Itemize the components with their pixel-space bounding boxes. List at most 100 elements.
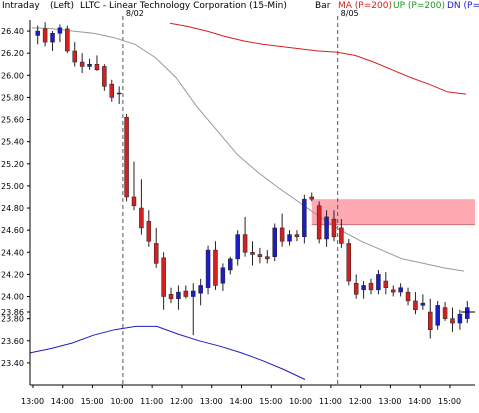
candle <box>190 283 196 336</box>
y-tick-label: 24.20 <box>1 270 24 279</box>
x-tick-label: 15:00 <box>259 397 282 406</box>
candle-body <box>316 205 322 240</box>
x-tick-label: 12:00 <box>349 397 372 406</box>
mode-label: Intraday <box>2 1 40 11</box>
candle <box>35 25 40 45</box>
candle <box>405 287 411 306</box>
candle <box>102 64 107 91</box>
candle-body <box>435 305 440 326</box>
candle <box>153 227 159 268</box>
x-tick-label: 15:00 <box>81 397 104 406</box>
upper-band-line <box>169 22 467 95</box>
candle-body <box>168 294 174 299</box>
candle-body <box>183 290 189 297</box>
candle <box>220 263 226 291</box>
candle <box>124 114 129 202</box>
candle-body <box>131 196 137 207</box>
chart-style-label: Bar <box>315 1 331 11</box>
candle <box>383 272 389 295</box>
candle <box>398 283 403 297</box>
candle-body <box>361 285 366 291</box>
candle <box>109 79 115 102</box>
candle-body <box>272 227 277 257</box>
candle <box>324 210 329 247</box>
candle-body <box>65 28 70 52</box>
x-tick-label: 13:00 <box>200 397 223 406</box>
lower-band-line <box>29 325 306 380</box>
candle <box>116 86 122 105</box>
y-tick-label: 23.60 <box>1 337 24 346</box>
candle <box>65 25 70 54</box>
candle <box>435 300 440 330</box>
candle-body <box>116 92 122 95</box>
candle-body <box>139 207 144 229</box>
y-tick-label: 24.40 <box>1 248 24 257</box>
candle <box>79 53 85 74</box>
candle-body <box>390 289 396 293</box>
session-date-label: 8/02 <box>126 9 144 18</box>
chart-title: LLTC - Linear Technology Corporation (15… <box>80 1 287 11</box>
candle-body <box>146 221 152 242</box>
candle-body <box>368 282 374 291</box>
candle-body <box>72 50 77 63</box>
candle <box>353 274 359 299</box>
candle <box>316 201 322 244</box>
x-tick-label: 10:00 <box>289 397 312 406</box>
candle-body <box>190 290 196 297</box>
candle-body <box>398 287 403 293</box>
y-tick-label: 26.40 <box>1 27 24 36</box>
candle-body <box>339 227 344 244</box>
candle-body <box>257 254 263 257</box>
candle-body <box>450 318 455 324</box>
candle-body <box>353 282 359 295</box>
candle-body <box>383 280 389 288</box>
candle-body <box>242 234 248 253</box>
candle <box>183 285 189 299</box>
candle-body <box>124 117 129 198</box>
candle-body <box>50 33 55 43</box>
x-tick-label: 11:00 <box>319 397 342 406</box>
candle-body <box>376 274 381 291</box>
candle <box>390 285 396 297</box>
candle <box>361 281 366 299</box>
y-tick-label: 25.60 <box>1 116 24 125</box>
candle-body <box>235 234 240 260</box>
candle-body <box>250 252 255 255</box>
candle-body <box>87 63 92 67</box>
candle <box>250 241 255 266</box>
candle-body <box>42 28 48 43</box>
candle-body <box>176 291 181 299</box>
candle-body <box>279 227 285 242</box>
candle <box>346 239 352 286</box>
resistance-zone <box>311 199 475 225</box>
x-tick-label: 10:00 <box>110 397 133 406</box>
y-tick-label: 25.80 <box>1 93 24 102</box>
candle-body <box>428 311 433 330</box>
candle <box>42 22 48 47</box>
y-tick-label: 23.80 <box>1 315 24 324</box>
candle-body <box>287 234 292 242</box>
candle <box>198 278 203 306</box>
candle <box>139 179 144 235</box>
x-tick-label: 14:00 <box>51 397 74 406</box>
legend-ma: MA (P=200) <box>338 1 392 11</box>
candle-body <box>79 61 85 67</box>
x-tick-label: 14:00 <box>408 397 431 406</box>
candle-body <box>405 291 411 302</box>
y-tick-label: 24.80 <box>1 204 24 213</box>
candle <box>272 223 277 262</box>
candle <box>213 241 218 290</box>
candle <box>279 213 285 247</box>
x-tick-label: 14:00 <box>230 397 253 406</box>
candle-body <box>57 27 63 34</box>
candle <box>309 192 315 202</box>
candle <box>87 58 92 70</box>
candle <box>94 55 100 71</box>
candle-body <box>161 257 166 297</box>
candle-body <box>102 66 107 87</box>
candle-body <box>420 302 426 306</box>
candle <box>376 269 381 295</box>
candle <box>168 287 174 304</box>
y-tick-label: 26.20 <box>1 49 24 58</box>
